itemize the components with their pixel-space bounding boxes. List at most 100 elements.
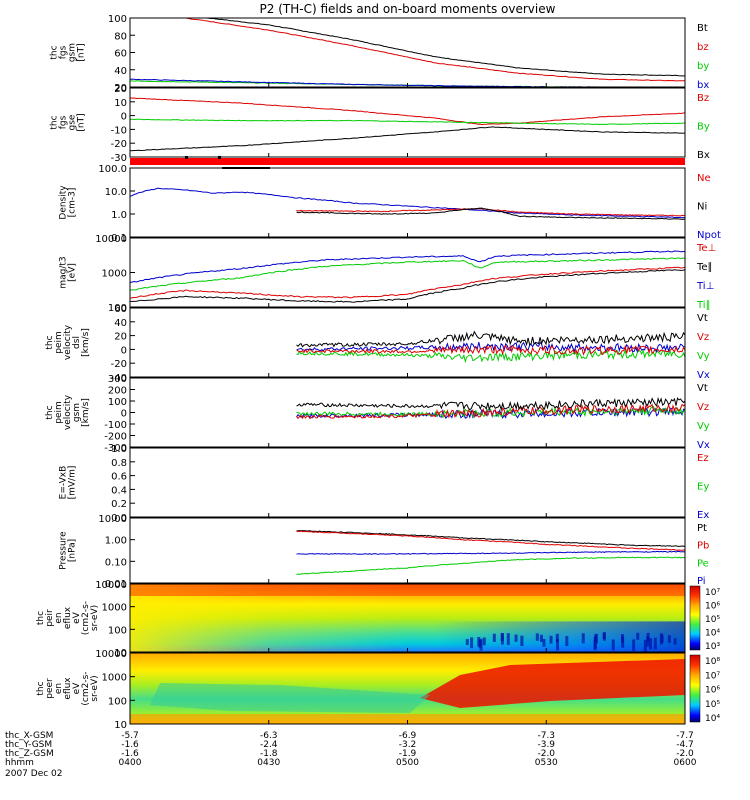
y-tick-label: -300 — [104, 443, 127, 454]
x-axis-tick-value: -7.7 — [676, 731, 694, 741]
ion-spectrogram-speckle — [646, 632, 650, 643]
y-axis-label: [eV] — [68, 263, 78, 282]
y-axis-label: eflux — [63, 677, 73, 700]
y-tick-label: 100.0 — [98, 164, 127, 175]
y-axis-label: [km/s] — [81, 328, 91, 357]
mode-bar-marker — [222, 167, 270, 169]
series-line-Vt — [296, 330, 686, 348]
y-axis-label: thc — [36, 681, 46, 695]
series-line-Vz — [296, 403, 686, 420]
legend-entry: Vt — [697, 313, 708, 324]
electron-spectrogram-cool-region — [150, 683, 430, 713]
panel-3 — [129, 167, 686, 238]
legend-entry: Vx — [697, 440, 710, 451]
x-axis-row-label: thc_Z-GSM — [5, 749, 54, 759]
y-tick-label: 1000 — [102, 269, 127, 280]
legend-entry: Ne — [697, 173, 711, 184]
y-axis-label: [km/s] — [81, 398, 91, 427]
series-line-bz — [130, 17, 686, 82]
y-axis-label: [nPa] — [68, 539, 78, 562]
ion-spectrogram-speckle — [477, 636, 481, 647]
ion-spectrogram-speckle — [470, 637, 474, 649]
y-tick-label: 40 — [114, 66, 127, 77]
y-tick-label: 0.4 — [111, 485, 127, 496]
y-axis-label: peer — [45, 678, 55, 699]
y-axis-label: gsm — [68, 43, 78, 62]
ion-spectrogram-speckle — [555, 633, 559, 643]
electron-spectrogram-low-band — [130, 714, 685, 724]
panel-frame — [129, 237, 686, 308]
y-tick-label: 100 — [108, 14, 127, 25]
colorbar-tick-label: 10⁶ — [705, 686, 720, 696]
panel-8 — [129, 517, 686, 584]
x-axis-tick-value: -6.3 — [260, 731, 278, 741]
y-axis-label: gse — [68, 114, 78, 130]
y-tick-label: 0.6 — [111, 472, 127, 483]
date-label: 2007 Dec 02 — [5, 769, 63, 779]
series-line-Vz — [296, 344, 686, 356]
y-axis-label: gsm — [72, 403, 82, 422]
colorbar-tick-label: 10⁵ — [705, 615, 720, 625]
series-line-Bx — [129, 126, 686, 152]
y-axis-label: fgs — [59, 115, 69, 129]
y-tick-label: 1000 — [102, 603, 127, 614]
y-axis-label: thc — [36, 611, 46, 625]
legend-entry: Vx — [697, 370, 710, 381]
colorbar — [689, 585, 701, 651]
x-axis-tick-value: 0600 — [674, 758, 697, 768]
ion-spectrogram-speckle — [649, 638, 653, 650]
y-tick-label: 0 — [121, 345, 127, 356]
x-axis-tick-value: -1.6 — [121, 740, 139, 750]
series-line-Pi — [296, 550, 686, 555]
x-axis-tick-value: -1.9 — [399, 749, 417, 759]
ion-spectrogram-speckle — [549, 635, 553, 644]
y-tick-label: 0.1 — [111, 233, 127, 244]
legend-entry: Te∥ — [696, 262, 713, 273]
legend-entry: Bt — [697, 23, 708, 34]
y-axis-label: peim — [54, 401, 64, 424]
ion-spectrogram-speckle — [479, 638, 483, 651]
colorbar — [689, 654, 701, 723]
panel-frame — [129, 167, 686, 238]
panel-6 — [129, 377, 686, 448]
series-line-By — [129, 118, 686, 126]
y-tick-label: 1.0 — [111, 444, 127, 455]
y-tick-label: 80 — [114, 31, 127, 42]
y-axis-label: en — [54, 683, 64, 694]
y-axis-label: eV — [72, 611, 82, 624]
panel-7 — [129, 447, 686, 518]
ion-spectrogram-speckle — [535, 633, 539, 641]
y-tick-label: 100 — [108, 303, 127, 314]
y-tick-label: 0.10 — [105, 557, 127, 568]
series-line-Ti — [129, 257, 686, 292]
y-axis-label: velocity — [63, 394, 73, 430]
y-tick-label: 10 — [114, 98, 127, 109]
panel-1 — [129, 17, 686, 88]
y-tick-label: -10 — [111, 125, 127, 136]
y-axis-label: thc — [45, 405, 55, 419]
y-axis-label: sr-eV) — [90, 605, 100, 631]
ion-spectrogram-speckle — [565, 635, 569, 647]
ion-spectrogram-speckle — [542, 638, 546, 647]
colorbar-tick-label: 10⁷ — [705, 671, 720, 681]
y-axis-label: thc — [45, 335, 55, 349]
y-tick-label: 10 — [114, 720, 127, 731]
x-axis-row-label: thc_X-GSM — [5, 731, 53, 741]
y-axis-label: (cm2-s- — [81, 601, 91, 635]
y-tick-label: 10000 — [95, 649, 127, 660]
ion-spectrogram-speckle — [673, 638, 677, 645]
x-axis-tick-value: -7.3 — [537, 731, 555, 741]
x-axis-tick-value: -3.2 — [399, 740, 417, 750]
y-tick-label: -200 — [104, 432, 127, 443]
panel-frame — [129, 377, 686, 448]
y-tick-label: -100 — [104, 420, 127, 431]
legend-entry: Bx — [697, 150, 710, 161]
y-tick-label: 60 — [114, 49, 127, 60]
x-axis-tick-value: 0500 — [396, 758, 419, 768]
legend-entry: Te⊥ — [696, 243, 716, 254]
series-line-Pb — [296, 530, 686, 551]
colorbar-tick-label: 10⁷ — [705, 588, 720, 598]
legend-entry: Ni — [697, 202, 707, 213]
y-tick-label: 1.0 — [111, 210, 127, 221]
legend-entry: bx — [697, 80, 709, 91]
